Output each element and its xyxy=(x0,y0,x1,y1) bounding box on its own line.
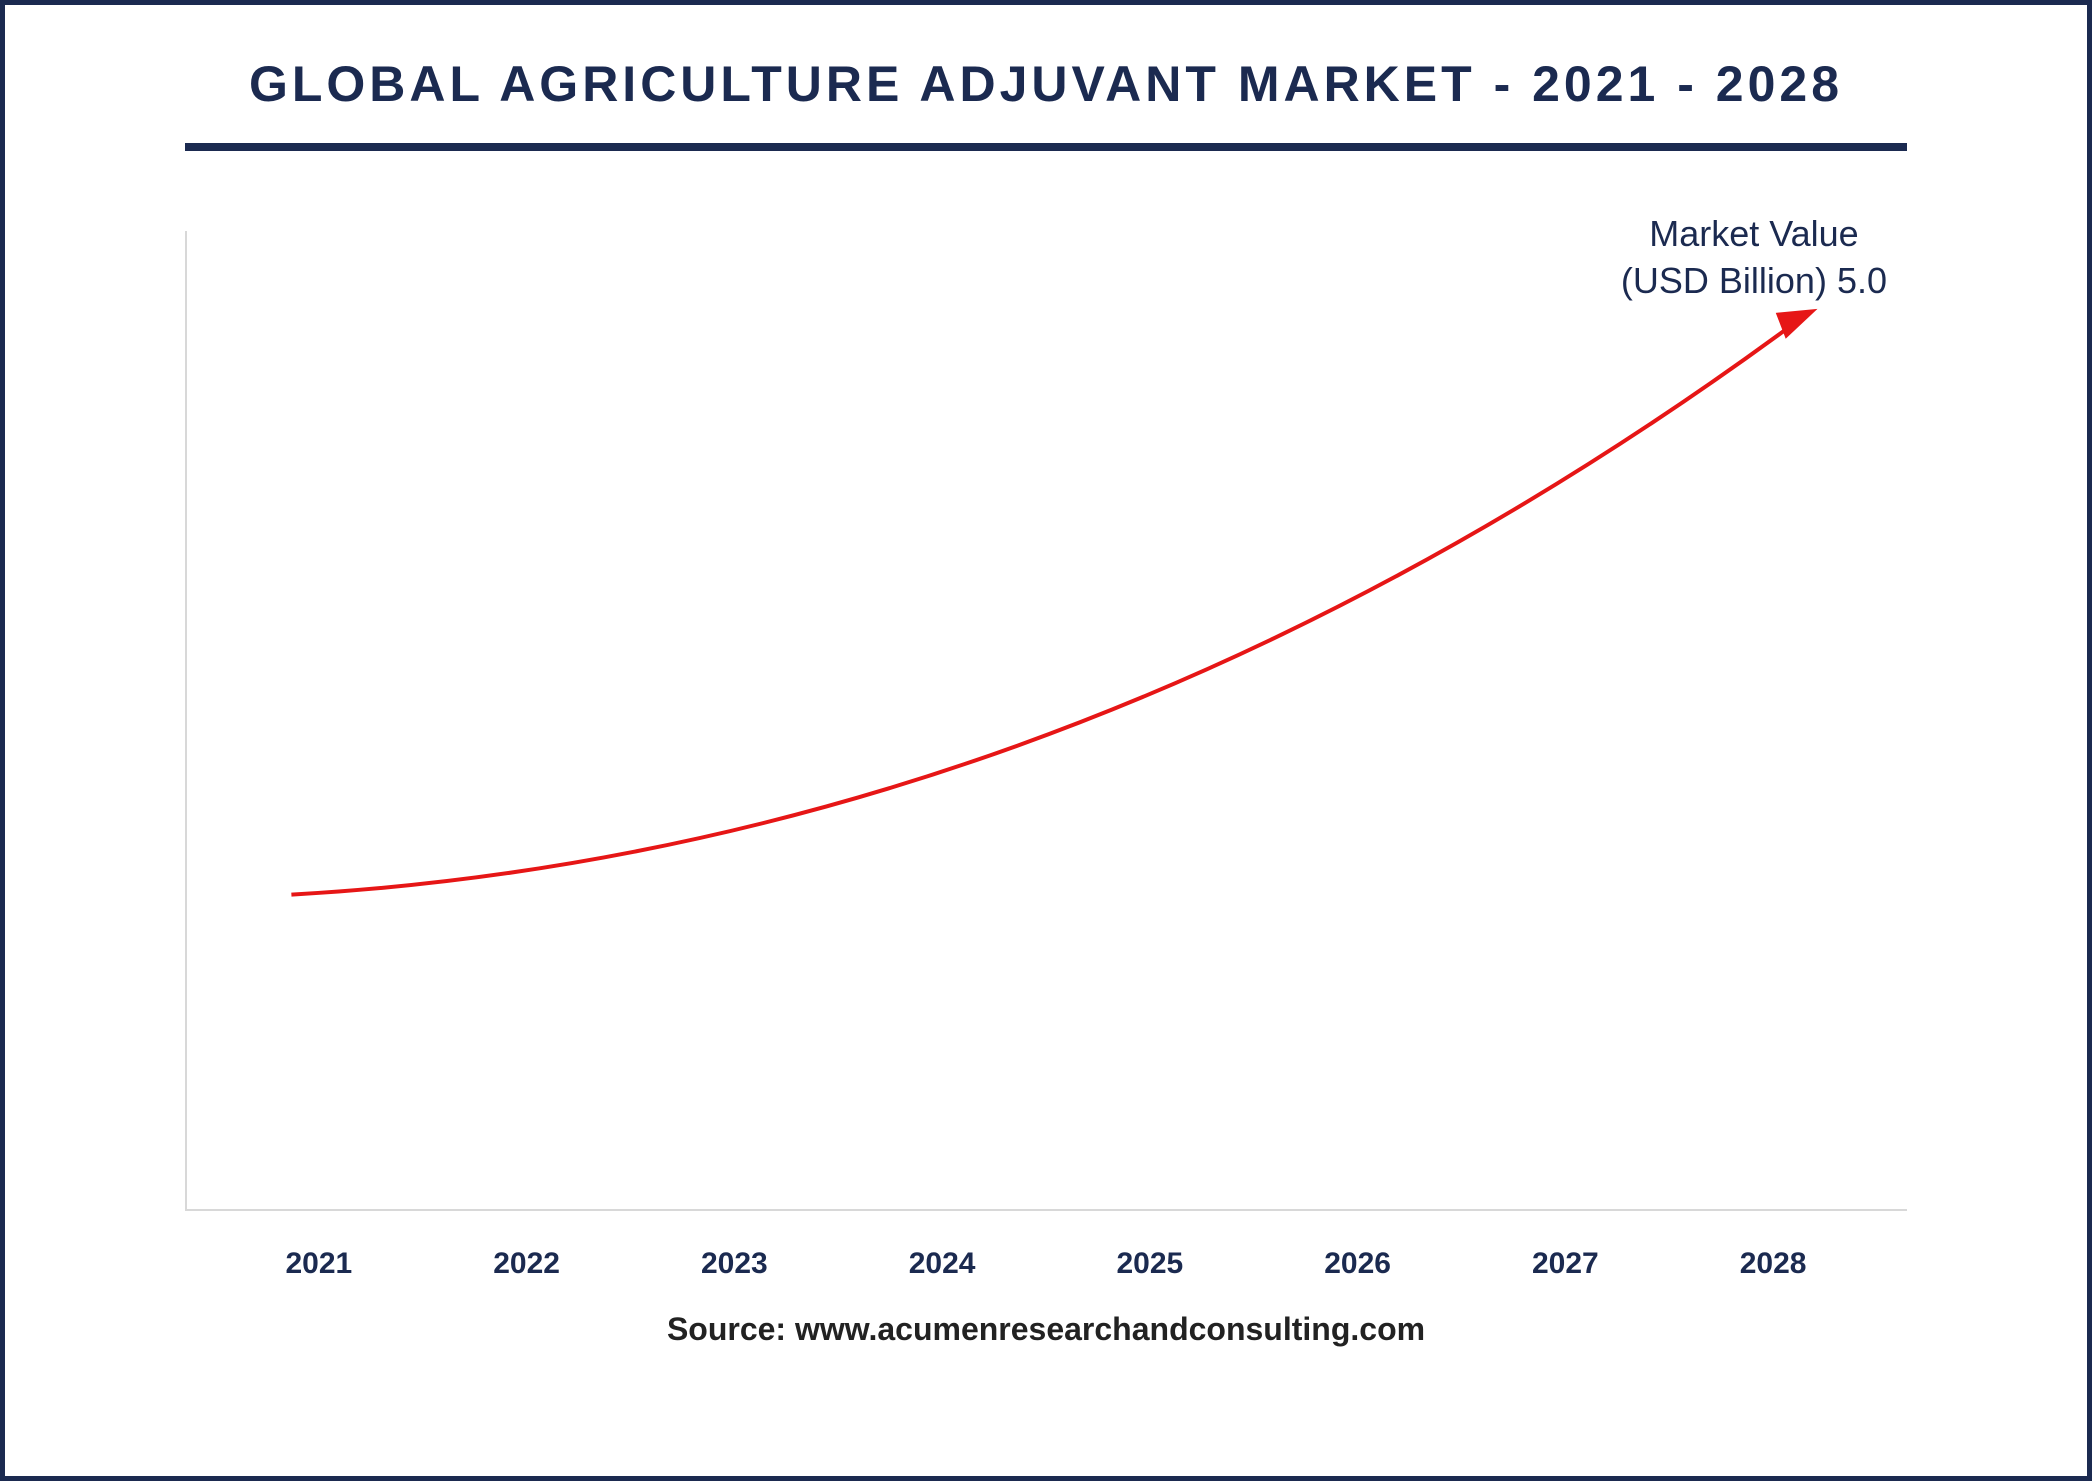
x-axis-labels: 2021 2022 2023 2024 2025 2026 2027 2028 xyxy=(185,1222,1907,1281)
chart-frame: GLOBAL AGRICULTURE ADJUVANT MARKET - 202… xyxy=(0,0,2092,1481)
x-axis-label: 2024 xyxy=(852,1247,1032,1281)
chart-title: GLOBAL AGRICULTURE ADJUVANT MARKET - 202… xyxy=(65,55,2027,113)
title-divider xyxy=(185,143,1907,151)
x-axis-label: 2021 xyxy=(229,1247,409,1281)
x-axis-label: 2027 xyxy=(1475,1247,1655,1281)
x-axis-label: 2023 xyxy=(644,1247,824,1281)
source-label: Source: www.acumenresearchandconsulting.… xyxy=(65,1311,2027,1348)
x-axis-label: 2026 xyxy=(1268,1247,1448,1281)
x-axis-label: 2022 xyxy=(437,1247,617,1281)
plot-area xyxy=(185,231,1907,1211)
bars-container xyxy=(187,231,1907,1209)
x-axis-label: 2028 xyxy=(1683,1247,1863,1281)
x-axis-label: 2025 xyxy=(1060,1247,1240,1281)
chart-area: Market Value (USD Billion) 5.0 202120222… xyxy=(185,231,1907,1281)
